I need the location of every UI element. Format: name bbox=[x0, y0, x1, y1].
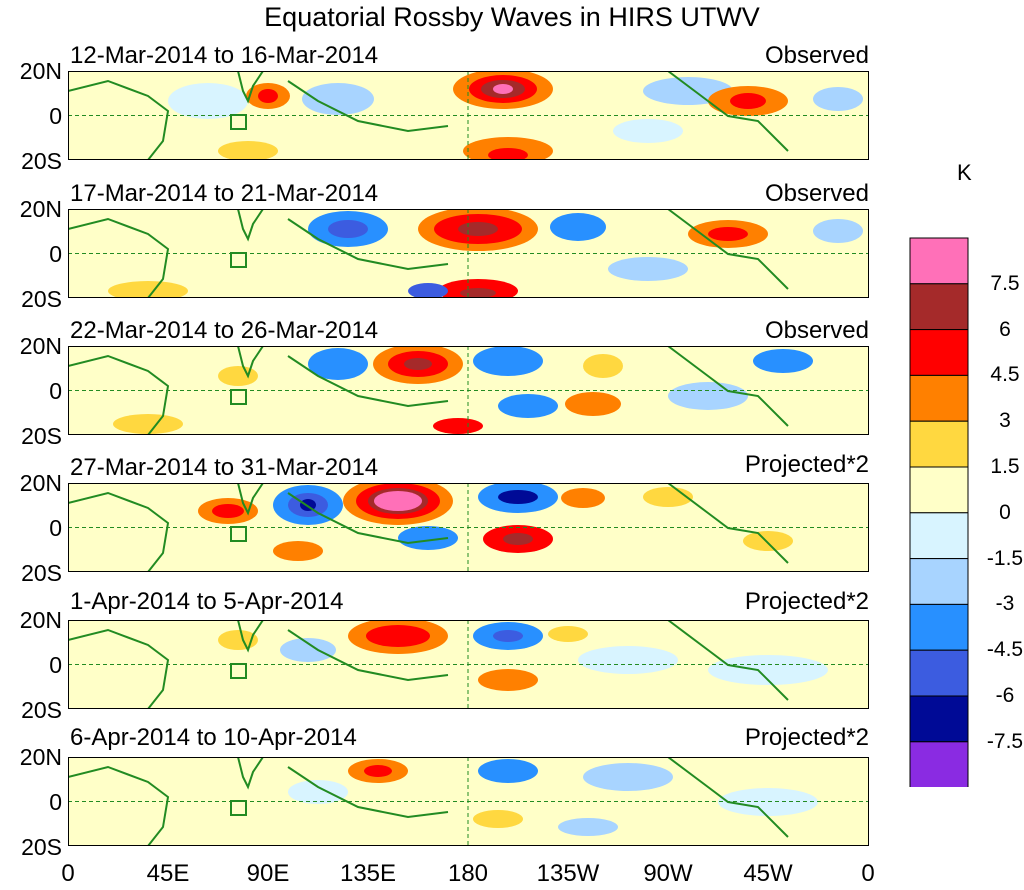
panel-5-lat-north: 20N bbox=[19, 607, 62, 633]
colorbar-unit: K bbox=[957, 160, 972, 185]
colorbar-swatch-9 bbox=[909, 649, 969, 697]
panel-1-map bbox=[68, 71, 869, 160]
panel-5-type: Projected*2 bbox=[744, 588, 869, 615]
panel-2-lat-equator: 0 bbox=[49, 241, 62, 267]
panel-4-type: Projected*2 bbox=[744, 451, 869, 478]
panel-1-lat-north: 20N bbox=[19, 58, 62, 84]
panel-6-lat-south: 20S bbox=[21, 834, 62, 860]
colorbar-swatch-1 bbox=[909, 283, 969, 331]
panel-3-type: Observed bbox=[764, 317, 869, 344]
panel-1-lat-equator: 0 bbox=[49, 103, 62, 129]
panel-5-lat-south: 20S bbox=[21, 697, 62, 723]
panel-3-date: 22-Mar-2014 to 26-Mar-2014 bbox=[70, 317, 379, 344]
colorbar-swatch-8 bbox=[909, 603, 969, 651]
panel-4-lat-south: 20S bbox=[21, 560, 62, 586]
figure-title: Equatorial Rossby Waves in HIRS UTWV bbox=[264, 2, 760, 32]
panel-5-date: 1-Apr-2014 to 5-Apr-2014 bbox=[70, 588, 344, 615]
colorbar-swatch-4 bbox=[909, 420, 969, 468]
panel-3-map bbox=[68, 346, 869, 435]
panel-4-lat-north: 20N bbox=[19, 470, 62, 496]
colorbar-swatch-2 bbox=[909, 329, 969, 376]
panel-2-lat-north: 20N bbox=[19, 196, 62, 222]
colorbar-swatch-10 bbox=[909, 695, 969, 743]
lon-label-90w: 90W bbox=[643, 860, 693, 887]
panel-1-lat-south: 20S bbox=[21, 148, 62, 174]
panel-2-type: Observed bbox=[764, 180, 869, 207]
panel-2-map bbox=[68, 209, 869, 298]
colorbar-label-3: 3 bbox=[999, 409, 1011, 433]
lon-label-0-end: 0 bbox=[861, 860, 875, 887]
colorbar-swatch-0 bbox=[909, 237, 969, 285]
colorbar-swatch-7 bbox=[909, 558, 969, 605]
panel-2-date: 17-Mar-2014 to 21-Mar-2014 bbox=[70, 180, 379, 207]
panel-3-lat-south: 20S bbox=[21, 423, 62, 449]
colorbar-label-4: 1.5 bbox=[990, 455, 1020, 478]
colorbar-label-2: 4.5 bbox=[990, 363, 1020, 387]
panel-3-lat-equator: 0 bbox=[49, 378, 62, 404]
panel-6-type: Projected*2 bbox=[744, 724, 869, 751]
colorbar-label-8: -4.5 bbox=[986, 638, 1024, 662]
panel-4-map bbox=[68, 483, 869, 572]
panel-6-lat-equator: 0 bbox=[49, 789, 62, 815]
colorbar-label-7: -3 bbox=[995, 592, 1015, 616]
lon-label-0: 0 bbox=[61, 860, 75, 887]
panel-2-lat-south: 20S bbox=[21, 286, 62, 312]
panel-6-map bbox=[68, 757, 869, 846]
lon-label-180: 180 bbox=[447, 860, 489, 887]
panel-5-map bbox=[68, 620, 869, 709]
lon-label-45w: 45W bbox=[743, 860, 793, 887]
panel-1-date: 12-Mar-2014 to 16-Mar-2014 bbox=[70, 42, 379, 69]
colorbar-swatch-6 bbox=[909, 512, 969, 560]
lon-label-45e: 45E bbox=[146, 860, 190, 887]
colorbar-label-0: 7.5 bbox=[990, 271, 1020, 295]
panel-1-type: Observed bbox=[764, 42, 869, 69]
colorbar-swatch-5 bbox=[909, 466, 969, 514]
colorbar-label-6: -1.5 bbox=[986, 546, 1024, 570]
panel-6-lat-north: 20N bbox=[19, 744, 62, 770]
panel-6-date: 6-Apr-2014 to 10-Apr-2014 bbox=[70, 724, 357, 751]
lon-label-90e: 90E bbox=[246, 860, 290, 887]
colorbar-swatch-3 bbox=[909, 374, 969, 422]
colorbar-swatch-11 bbox=[909, 741, 969, 787]
panel-5-lat-equator: 0 bbox=[49, 652, 62, 678]
lon-label-135e: 135E bbox=[339, 860, 397, 887]
colorbar bbox=[909, 237, 969, 787]
panel-3-lat-north: 20N bbox=[19, 333, 62, 359]
colorbar-label-5: 0 bbox=[999, 500, 1011, 524]
lon-label-135w: 135W bbox=[536, 860, 600, 887]
colorbar-label-1: 6 bbox=[999, 317, 1011, 341]
colorbar-label-10: -7.5 bbox=[986, 729, 1024, 753]
colorbar-label-9: -6 bbox=[995, 684, 1015, 707]
panel-4-date: 27-Mar-2014 to 31-Mar-2014 bbox=[70, 454, 379, 481]
panel-4-lat-equator: 0 bbox=[49, 515, 62, 541]
